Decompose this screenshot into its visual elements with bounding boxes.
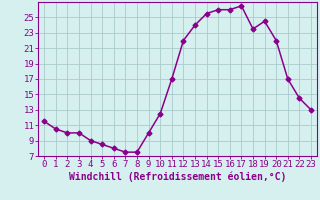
X-axis label: Windchill (Refroidissement éolien,°C): Windchill (Refroidissement éolien,°C) [69,172,286,182]
